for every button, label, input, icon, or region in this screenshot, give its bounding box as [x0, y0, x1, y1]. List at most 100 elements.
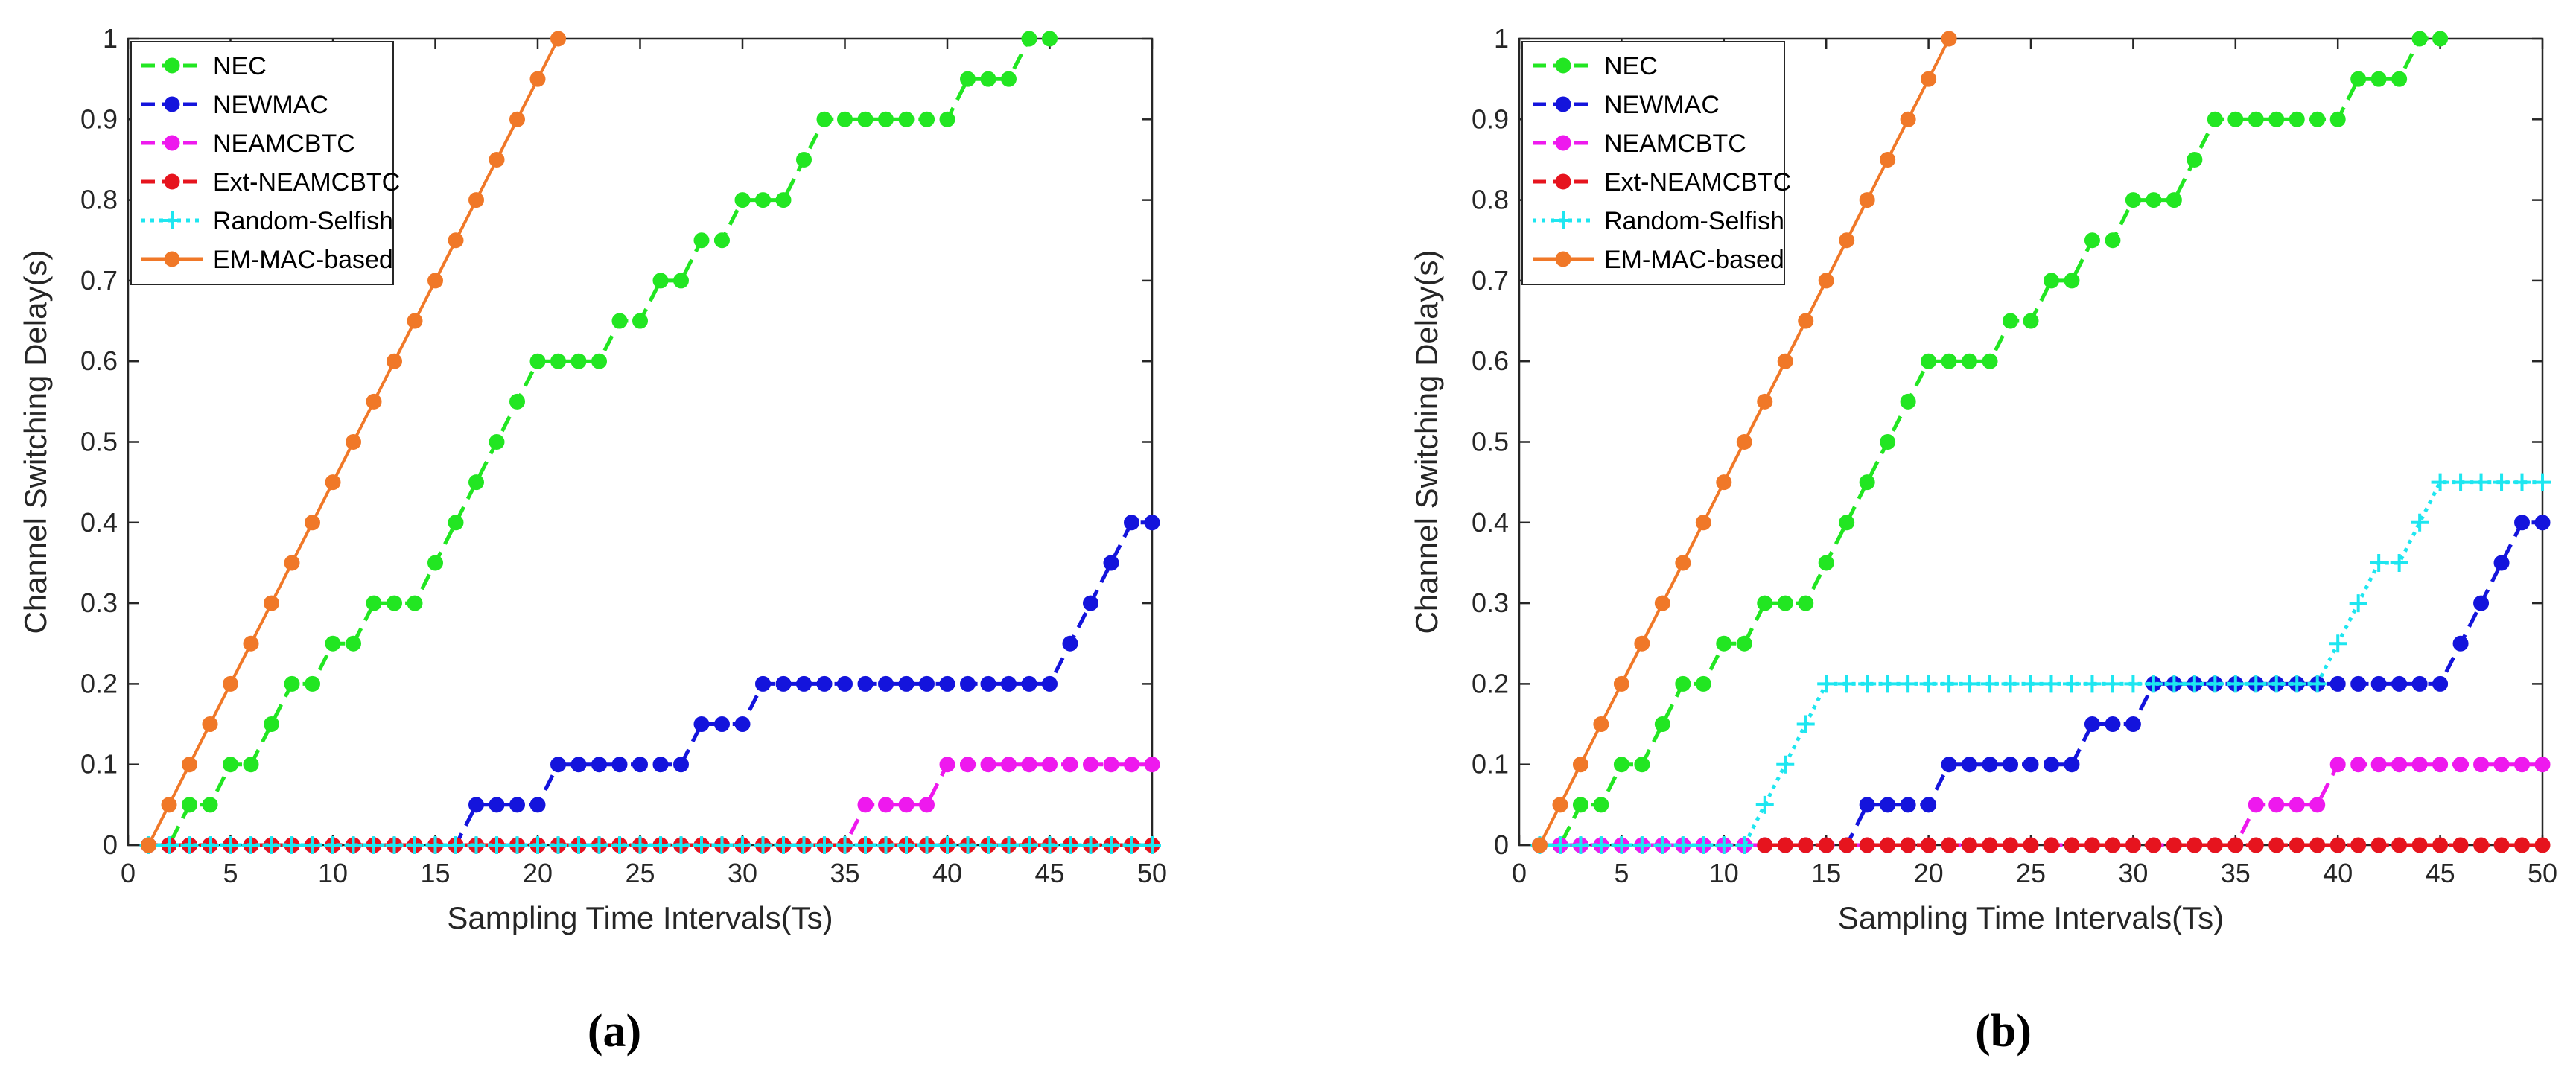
data-point [1122, 836, 1141, 854]
data-point [2391, 757, 2408, 773]
data-point [243, 635, 259, 652]
data-point [2003, 757, 2019, 773]
data-point [182, 797, 197, 813]
data-point [1143, 836, 1161, 854]
data-point [631, 836, 649, 854]
data-point [1021, 757, 1037, 773]
data-point [754, 836, 772, 854]
legend-label: NEWMAC [1604, 91, 1720, 119]
data-point [325, 474, 341, 491]
data-point [427, 273, 443, 289]
data-point [346, 434, 361, 450]
legend-label: NEWMAC [213, 91, 328, 119]
data-point [1919, 675, 1938, 693]
data-point [489, 797, 505, 813]
data-point [796, 675, 812, 692]
data-point [2064, 757, 2080, 773]
data-point [1941, 353, 1957, 369]
data-point [550, 757, 566, 773]
legend-entry: NEC [141, 52, 267, 80]
data-point [1982, 353, 1998, 369]
data-point [406, 836, 424, 854]
data-point [2023, 313, 2039, 329]
data-point [1940, 675, 1959, 693]
data-point [980, 675, 996, 692]
legend-label: Ext-NEAMCBTC [213, 168, 400, 197]
data-point [2431, 473, 2449, 491]
data-point [180, 836, 199, 854]
data-point [1083, 757, 1098, 773]
legend-marker [1555, 173, 1571, 190]
data-point [1921, 837, 1937, 853]
data-point [1654, 716, 1670, 733]
data-point [1777, 837, 1793, 853]
x-tick-label: 30 [728, 858, 757, 888]
data-point [1798, 837, 1814, 853]
legend-marker [1554, 211, 1572, 229]
data-point [775, 836, 792, 854]
legend-entry: EM-MAC-based [141, 246, 393, 274]
data-point [1673, 836, 1692, 854]
data-point [2411, 513, 2429, 532]
data-point [919, 111, 935, 127]
data-point [2103, 675, 2122, 693]
data-point [2003, 313, 2019, 329]
data-point [2043, 757, 2059, 773]
y-tick-label: 0.4 [80, 507, 118, 538]
data-point [939, 675, 955, 692]
data-point [2003, 837, 2019, 853]
data-point [2411, 675, 2428, 692]
data-point [2391, 675, 2408, 692]
data-point [529, 797, 546, 813]
data-point [2309, 797, 2326, 813]
data-point [2329, 837, 2346, 853]
data-point [2248, 111, 2264, 127]
data-point [591, 353, 607, 369]
data-point [1103, 555, 1119, 571]
data-point [1900, 837, 1916, 853]
data-point [570, 757, 587, 773]
data-point [673, 273, 689, 289]
y-tick-label: 0.7 [1472, 265, 1509, 296]
data-point [755, 675, 771, 692]
data-point [2514, 515, 2531, 531]
data-point [1695, 675, 1711, 692]
data-point [1777, 353, 1793, 369]
data-point [344, 836, 363, 854]
data-point [1632, 836, 1651, 854]
legend-label: NEC [213, 52, 267, 80]
data-point [898, 797, 915, 813]
data-point [878, 675, 894, 692]
data-point [836, 836, 854, 854]
data-point [2166, 837, 2182, 853]
data-point [857, 111, 874, 127]
data-point [1921, 353, 1937, 369]
data-point [549, 836, 567, 854]
data-point [1081, 836, 1100, 854]
data-point [2329, 634, 2347, 653]
data-point [837, 675, 853, 692]
data-point [1837, 675, 1856, 693]
data-point [1941, 837, 1957, 853]
data-point [652, 273, 669, 289]
data-point [2248, 837, 2264, 853]
data-point [1880, 434, 1896, 450]
legend-entry: NEWMAC [1533, 91, 1720, 119]
data-point [898, 675, 915, 692]
data-point [611, 836, 629, 854]
data-point [734, 192, 751, 208]
data-point [1796, 715, 1815, 733]
data-point [1878, 675, 1897, 693]
data-point [2493, 555, 2510, 571]
data-point [2084, 716, 2100, 733]
data-point [1083, 595, 1098, 611]
x-tick-label: 5 [223, 858, 238, 888]
data-point [2083, 675, 2102, 693]
legend-box [1521, 41, 1785, 285]
x-tick-label: 40 [932, 858, 962, 888]
y-tick-label: 0.3 [80, 588, 118, 618]
data-point [939, 757, 955, 773]
data-point [2248, 797, 2264, 813]
data-point [1859, 192, 1875, 208]
data-point [2064, 837, 2080, 853]
